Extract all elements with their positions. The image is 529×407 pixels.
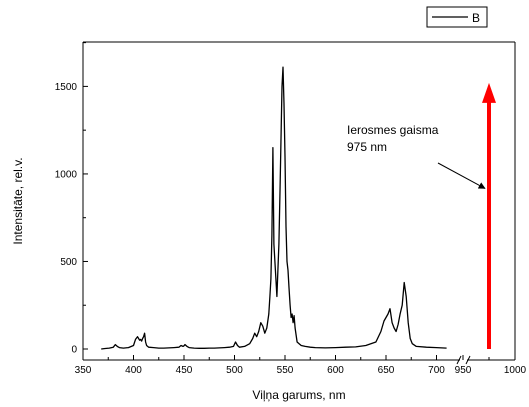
legend-label-B: B xyxy=(472,11,480,25)
annotation-group: Ierosmes gaisma 975 nm xyxy=(347,123,486,189)
axes: 350 400 450 500 550 600 650 700 950 1000 0 500 1000 1… xyxy=(55,41,527,376)
annotation-arrow xyxy=(437,162,486,189)
series-group xyxy=(101,66,447,350)
x-tick-label: 1000 xyxy=(504,365,527,376)
excitation-marker-arrowhead xyxy=(482,82,496,103)
x-tick-label: 400 xyxy=(125,365,142,376)
y-tick-label: 1500 xyxy=(55,82,78,93)
excitation-marker-group xyxy=(482,82,496,349)
axis-break-mark-right xyxy=(465,355,471,365)
x-tick-label: 350 xyxy=(75,365,92,376)
y-tick-label: 500 xyxy=(60,257,77,268)
annotation-line-2: 975 nm xyxy=(347,140,387,154)
y-tick-label: 1000 xyxy=(55,169,78,180)
y-tick-label: 0 xyxy=(71,345,77,356)
series-line-B xyxy=(101,66,447,350)
x-tick-label: 450 xyxy=(176,365,193,376)
x-axis-title: Viļņa garums, nm xyxy=(252,388,345,402)
x-tick-label: 550 xyxy=(277,365,294,376)
annotation-line-1: Ierosmes gaisma xyxy=(347,123,439,137)
axis-break-mark-left xyxy=(456,355,462,365)
x-tick-label: 700 xyxy=(428,365,445,376)
x-tick-label: 950 xyxy=(455,365,472,376)
x-tick-label: 650 xyxy=(378,365,395,376)
y-axis-title: Intensitāte, rel.v. xyxy=(11,157,25,244)
x-tick-label: 600 xyxy=(327,365,344,376)
x-tick-label: 500 xyxy=(226,365,243,376)
legend: B xyxy=(426,6,488,28)
